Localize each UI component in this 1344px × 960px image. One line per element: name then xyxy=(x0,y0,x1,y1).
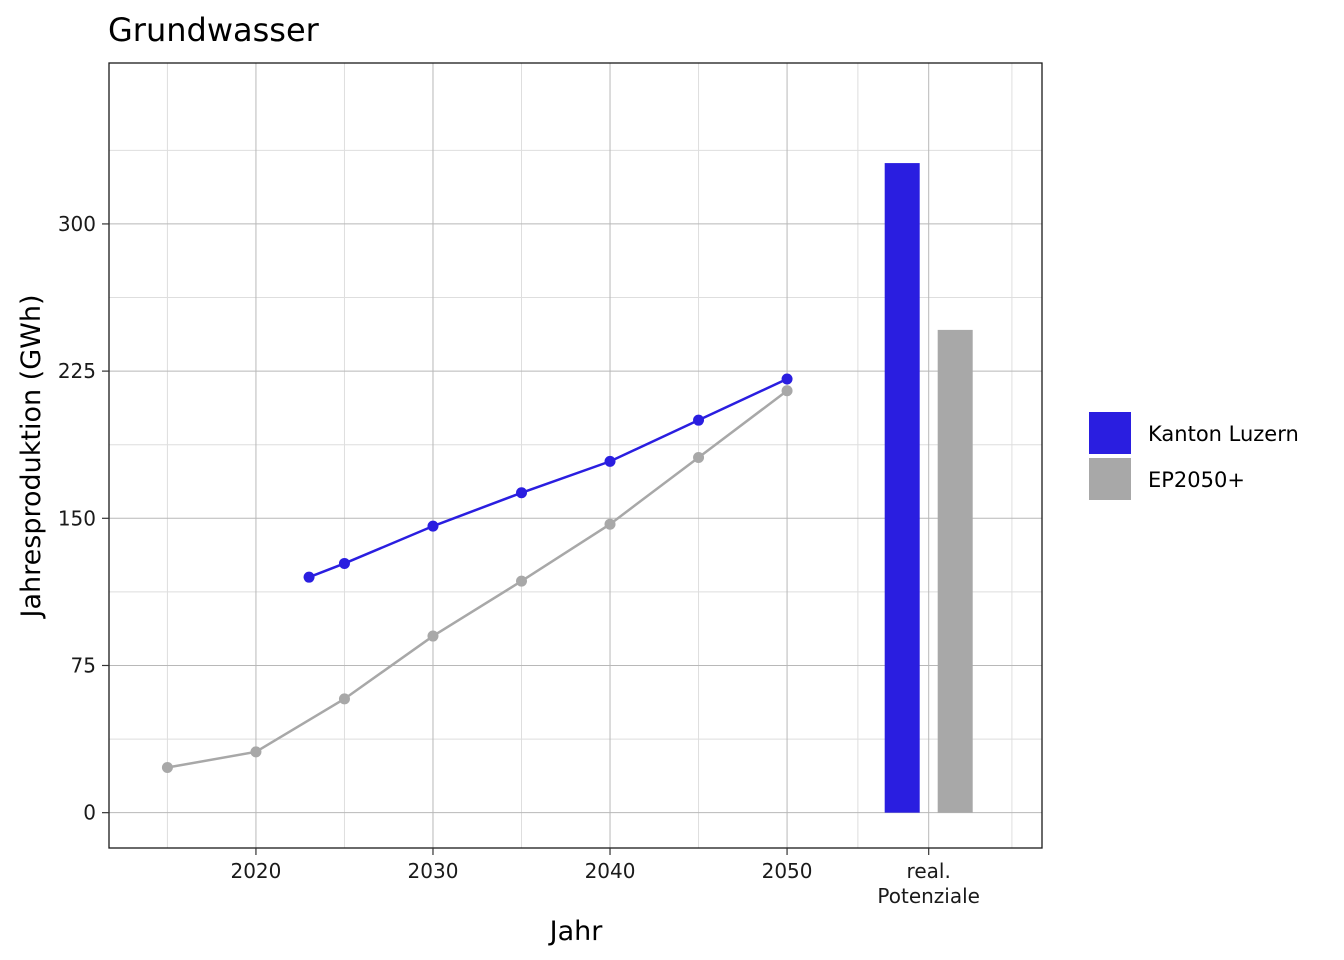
series-line xyxy=(167,389,788,769)
data-point xyxy=(604,518,616,530)
series-line xyxy=(308,377,788,579)
bar xyxy=(884,163,920,813)
data-point xyxy=(693,414,705,426)
legend-key xyxy=(1089,458,1131,500)
data-point xyxy=(781,385,793,397)
plot-border xyxy=(108,62,1043,849)
data-point xyxy=(427,630,439,642)
legend: Kanton Luzern EP2050+ xyxy=(1089,412,1299,500)
data-point xyxy=(427,520,439,532)
data-point xyxy=(516,487,528,499)
x-axis-title: Jahr xyxy=(548,916,604,947)
y-axis-title: Jahresproduktion (GWh) xyxy=(16,295,47,620)
y-tick-label: 0 xyxy=(83,801,96,825)
x-tick-label: 2030 xyxy=(408,859,459,883)
series-lines xyxy=(161,373,793,774)
x-tick-label: 2020 xyxy=(230,859,281,883)
x-tick-label: real. xyxy=(907,859,951,883)
data-point xyxy=(338,693,350,705)
y-tick-label: 225 xyxy=(58,359,96,383)
y-tick-label: 300 xyxy=(58,212,96,236)
legend-label: EP2050+ xyxy=(1148,468,1245,492)
x-tick-label: 2040 xyxy=(585,859,636,883)
data-point xyxy=(161,762,173,774)
data-point xyxy=(303,571,315,583)
legend-label: Kanton Luzern xyxy=(1148,422,1299,446)
chart-title: Grundwasser xyxy=(108,11,320,49)
data-point xyxy=(516,575,528,587)
legend-key xyxy=(1089,412,1131,454)
y-tick-label: 75 xyxy=(71,653,96,677)
data-point xyxy=(250,746,262,758)
data-point xyxy=(693,451,705,463)
data-point xyxy=(338,557,350,569)
bars xyxy=(884,163,973,813)
x-tick-label: Potenziale xyxy=(877,884,980,908)
bar xyxy=(937,329,973,813)
y-tick-label: 150 xyxy=(58,506,96,530)
axes: 0 75 150 225 300 2020 2030 2040 2050 real.Potenzi… xyxy=(58,62,1043,908)
data-point xyxy=(781,373,793,385)
data-point xyxy=(604,455,616,467)
x-tick-label: 2050 xyxy=(762,859,813,883)
